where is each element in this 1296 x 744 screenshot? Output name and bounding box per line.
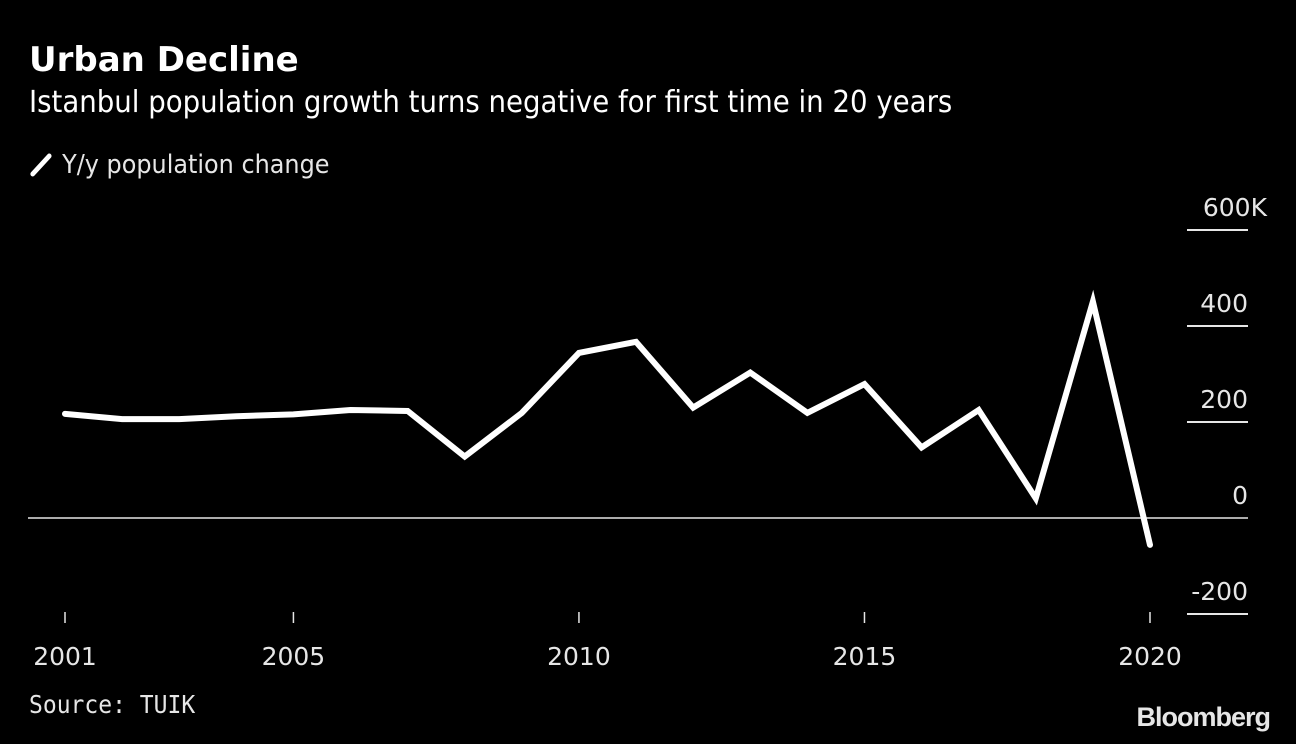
series-line bbox=[62, 289, 1153, 548]
legend-label: Y/y population change bbox=[62, 150, 330, 180]
line-swatch-icon bbox=[30, 153, 52, 177]
x-tick-label: 2001 bbox=[33, 642, 97, 671]
y-tick-label: -200 bbox=[1191, 577, 1248, 606]
chart-title: Urban Decline bbox=[29, 40, 299, 80]
y-tick-label: 0 bbox=[1232, 481, 1248, 510]
chart-subtitle: Istanbul population growth turns negativ… bbox=[29, 85, 953, 120]
y-tick-label: 400 bbox=[1200, 289, 1248, 318]
series-layer bbox=[62, 289, 1153, 548]
bloomberg-logo: Bloomberg bbox=[1136, 702, 1271, 732]
x-tick-label: 2005 bbox=[262, 642, 326, 671]
x-tick-label: 2020 bbox=[1118, 642, 1182, 671]
grid-layer bbox=[28, 229, 1248, 615]
y-tick-label: 600K bbox=[1203, 193, 1268, 222]
x-axis: 2001 2005 2010 2015 2020 bbox=[33, 612, 1182, 671]
x-tick-label: 2010 bbox=[547, 642, 611, 671]
y-axis: 600K 400 200 0 -200 bbox=[1191, 193, 1267, 606]
y-tick-label: 200 bbox=[1200, 385, 1248, 414]
x-tick-label: 2015 bbox=[833, 642, 897, 671]
source-note: Source: TUIK bbox=[29, 690, 196, 719]
legend: Y/y population change bbox=[29, 150, 329, 180]
